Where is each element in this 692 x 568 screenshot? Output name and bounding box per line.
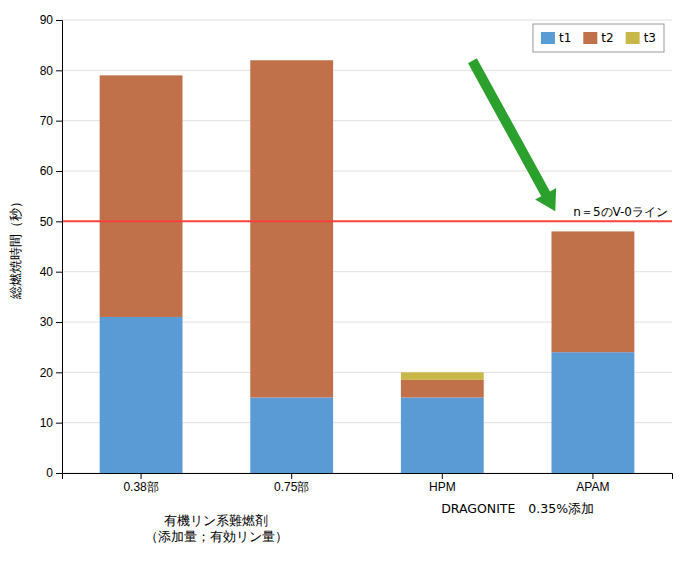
- bar: [552, 231, 635, 352]
- y-axis-line: [56, 21, 63, 474]
- y-axis-title: 総燃焼時間（秒）: [8, 195, 23, 300]
- x-tick-label: 0.75部: [274, 480, 309, 494]
- legend-item: t3: [626, 31, 656, 45]
- arrow: [468, 58, 556, 211]
- legend-swatch: [626, 32, 640, 44]
- plot: 0 10 20 30 40 50 60 70 80 90 0.38部 0.75部 HPM APAM 有機リン…: [40, 13, 673, 544]
- y-tick-label: 50: [40, 215, 54, 229]
- y-tick-label: 20: [40, 366, 54, 380]
- y-tick-label: 10: [40, 416, 54, 430]
- x-axis-title: DRAGONITE 0.35%添加: [441, 501, 594, 516]
- bar: [100, 75, 183, 317]
- bar: [250, 60, 333, 397]
- y-tick: 80: [40, 64, 62, 78]
- y-tick: 70: [40, 114, 62, 128]
- y-tick: 20: [40, 366, 62, 380]
- x-tick-mark: [592, 473, 593, 479]
- legend-label: t3: [644, 31, 656, 45]
- y-tick-mark: [56, 171, 62, 172]
- annotation: n＝5のV-0ライン: [573, 205, 668, 219]
- x-axis-title-line: （添加量；有効リン量）: [145, 529, 288, 544]
- bar: [100, 75, 183, 76]
- y-tick-label: 40: [40, 265, 54, 279]
- x-tick: APAM: [576, 473, 609, 494]
- y-axis: 0 10 20 30 40 50 60 70 80 90: [40, 13, 63, 480]
- x-axis: 0.38部 0.75部 HPM APAM: [63, 473, 673, 494]
- bar: [250, 60, 333, 61]
- bar: [250, 398, 333, 474]
- bar: [552, 231, 635, 232]
- x-axis-line: [63, 474, 673, 480]
- y-tick-mark: [56, 372, 62, 373]
- bar: [401, 398, 484, 474]
- x-axis-title-line: DRAGONITE 0.35%添加: [441, 501, 594, 516]
- bar-series: [401, 372, 484, 380]
- y-tick: 30: [40, 315, 62, 329]
- y-tick-label: 60: [40, 164, 54, 178]
- reference-line: [62, 220, 672, 222]
- x-tick: HPM: [429, 473, 456, 494]
- grid-line: [62, 221, 672, 222]
- y-tick-mark: [56, 272, 62, 273]
- y-tick-label: 70: [40, 114, 54, 128]
- y-tick-label: 30: [40, 315, 54, 329]
- x-axis-title: 有機リン系難燃剤（添加量；有効リン量）: [145, 513, 288, 544]
- legend-label: t1: [559, 31, 571, 45]
- x-axis-title-line: 有機リン系難燃剤: [164, 513, 268, 528]
- legend-frame: [533, 24, 664, 52]
- x-tick-mark: [141, 473, 142, 479]
- x-tick-label: HPM: [429, 480, 456, 494]
- y-tick-label: 80: [40, 64, 54, 78]
- y-tick-mark: [56, 70, 62, 71]
- y-tick-mark: [56, 221, 62, 222]
- x-tick: 0.38部: [123, 473, 158, 494]
- y-tick: 40: [40, 265, 62, 279]
- legend-label: t2: [601, 31, 613, 45]
- legend-item: t2: [583, 31, 613, 45]
- legend-swatch: [541, 32, 555, 44]
- y-tick-label: 0: [46, 466, 53, 480]
- y-tick-mark: [56, 423, 62, 424]
- y-tick: 90: [40, 13, 62, 27]
- legend-item: t1: [541, 31, 571, 45]
- y-tick: 10: [40, 416, 62, 430]
- legend: t1 t2 t3: [533, 24, 664, 52]
- bar: [401, 372, 484, 380]
- x-tick-label: APAM: [576, 480, 609, 494]
- marks: [62, 58, 672, 473]
- x-tick: 0.75部: [274, 473, 309, 494]
- legend-swatch: [583, 32, 597, 44]
- bar: [552, 352, 635, 473]
- grid-line: [62, 20, 672, 21]
- bar: [401, 380, 484, 398]
- y-tick-mark: [56, 121, 62, 122]
- y-tick-mark: [56, 322, 62, 323]
- chart: 0 10 20 30 40 50 60 70 80 90 0.38部 0.75部 HPM APAM 有機リン…: [0, 0, 692, 568]
- x-tick-mark: [291, 473, 292, 479]
- y-tick: 0: [46, 466, 62, 480]
- x-tick-mark: [442, 473, 443, 479]
- y-tick-mark: [56, 20, 62, 21]
- grid-line: [62, 70, 672, 71]
- bar-series: [100, 60, 635, 397]
- y-tick-label: 90: [40, 13, 54, 27]
- y-tick: 50: [40, 215, 62, 229]
- y-tick-mark: [56, 473, 62, 474]
- bar: [100, 317, 183, 473]
- y-tick: 60: [40, 164, 62, 178]
- grid: [62, 20, 672, 473]
- x-tick-label: 0.38部: [123, 480, 158, 494]
